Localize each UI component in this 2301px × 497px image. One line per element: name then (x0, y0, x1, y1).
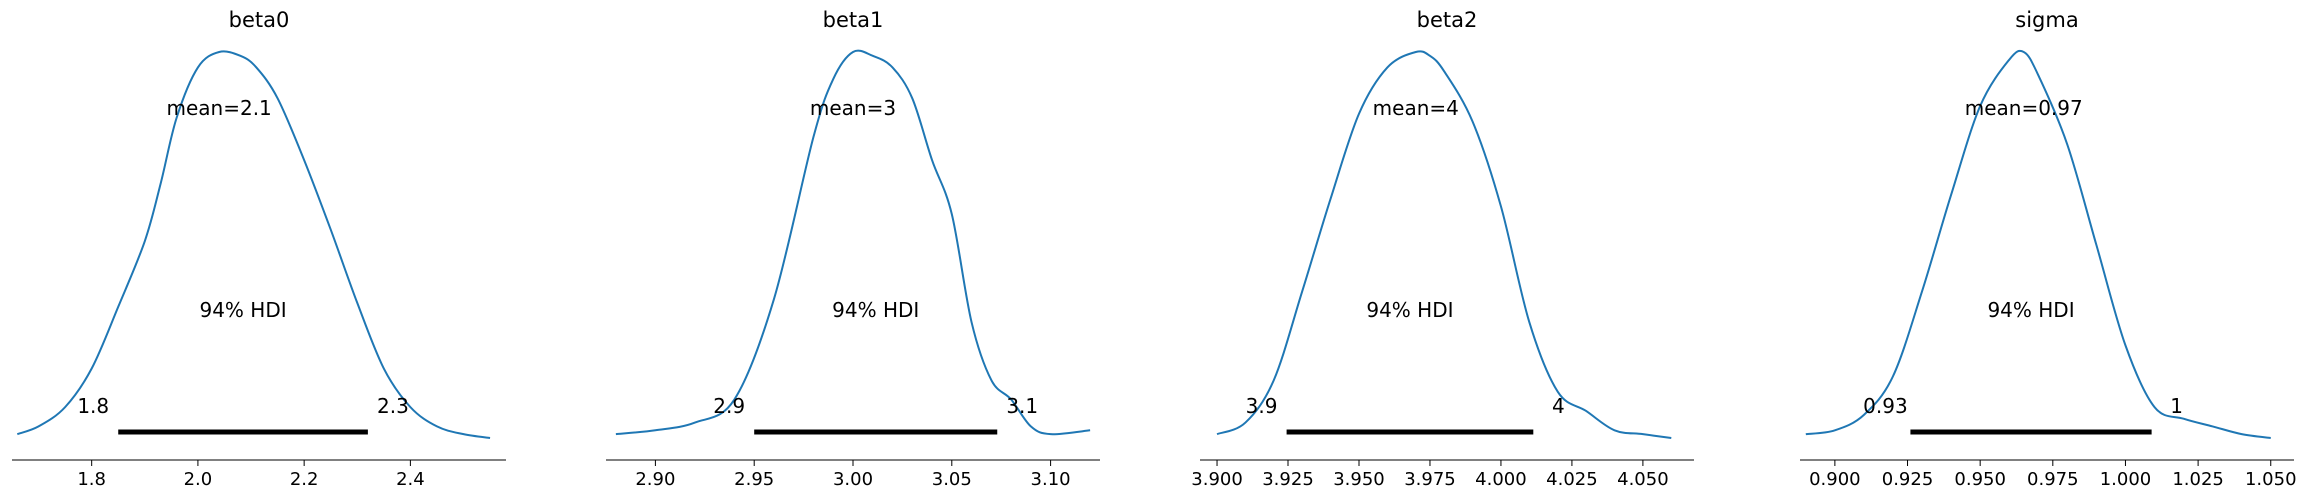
density-curve (1805, 49, 2271, 439)
x-tick-label: 4.000 (1475, 469, 1527, 490)
x-tick-label: 2.2 (290, 469, 319, 490)
x-tick-label: 3.925 (1262, 469, 1314, 490)
hdi-low-label: 1.8 (77, 394, 109, 418)
x-tick-label: 4.025 (1546, 469, 1598, 490)
density-curve (1216, 50, 1672, 439)
panel-title: beta1 (823, 8, 884, 32)
x-tick-label: 2.95 (734, 469, 774, 490)
x-tick-label: 3.05 (932, 469, 972, 490)
x-tick-label: 1.025 (2172, 469, 2224, 490)
panel-beta1: beta1 mean=3 94% HDI 2.9 3.1 2.90 2.95 3.00 3.05… (606, 8, 1100, 490)
panel-beta2: beta2 mean=4 94% HDI 3.9 4 3.900 3.925 3.950 3.9… (1191, 8, 1694, 490)
x-tick-label: 3.00 (833, 469, 873, 490)
panel-title: sigma (2015, 8, 2078, 32)
x-tick-label: 2.0 (184, 469, 213, 490)
x-tick-label: 3.900 (1191, 469, 1243, 490)
hdi-low-label: 0.93 (1863, 394, 1908, 418)
hdi-label: 94% HDI (199, 298, 286, 322)
density-curve (615, 49, 1091, 436)
hdi-low-label: 3.9 (1246, 394, 1278, 418)
x-tick-label: 4.050 (1617, 469, 1669, 490)
hdi-label: 94% HDI (832, 298, 919, 322)
x-tick-label: 2.90 (635, 469, 675, 490)
hdi-high-label: 3.1 (1006, 394, 1038, 418)
hdi-high-label: 4 (1552, 394, 1565, 418)
hdi-low-label: 2.9 (713, 394, 745, 418)
hdi-label: 94% HDI (1987, 298, 2074, 322)
mean-label: mean=2.1 (167, 96, 272, 120)
mean-label: mean=4 (1373, 96, 1459, 120)
hdi-high-label: 1 (2170, 394, 2183, 418)
hdi-high-label: 2.3 (377, 394, 409, 418)
x-tick-label: 3.10 (1031, 469, 1071, 490)
x-tick-label: 3.950 (1333, 469, 1385, 490)
x-tick-label: 1.000 (2100, 469, 2152, 490)
x-tick-label: 1.8 (77, 469, 106, 490)
x-tick-label: 0.950 (1954, 469, 2006, 490)
hdi-label: 94% HDI (1366, 298, 1453, 322)
x-tick-label: 2.4 (396, 469, 425, 490)
mean-label: mean=3 (810, 96, 896, 120)
x-tick-label: 3.975 (1404, 469, 1456, 490)
x-tick-label: 0.925 (1882, 469, 1934, 490)
x-tick-label: 1.050 (2245, 469, 2297, 490)
panel-sigma: sigma mean=0.97 94% HDI 0.93 1 0.900 0.925 0.95… (1800, 8, 2297, 490)
x-tick-label: 0.900 (1809, 469, 1861, 490)
x-tick-label: 0.975 (2027, 469, 2079, 490)
panel-title: beta2 (1417, 8, 1478, 32)
density-curve (16, 50, 491, 439)
panel-title: beta0 (229, 8, 290, 32)
panel-beta0: beta0 mean=2.1 94% HDI 1.8 2.3 1.8 2.0 2.2 2.4 (12, 8, 506, 490)
mean-label: mean=0.97 (1965, 96, 2083, 120)
